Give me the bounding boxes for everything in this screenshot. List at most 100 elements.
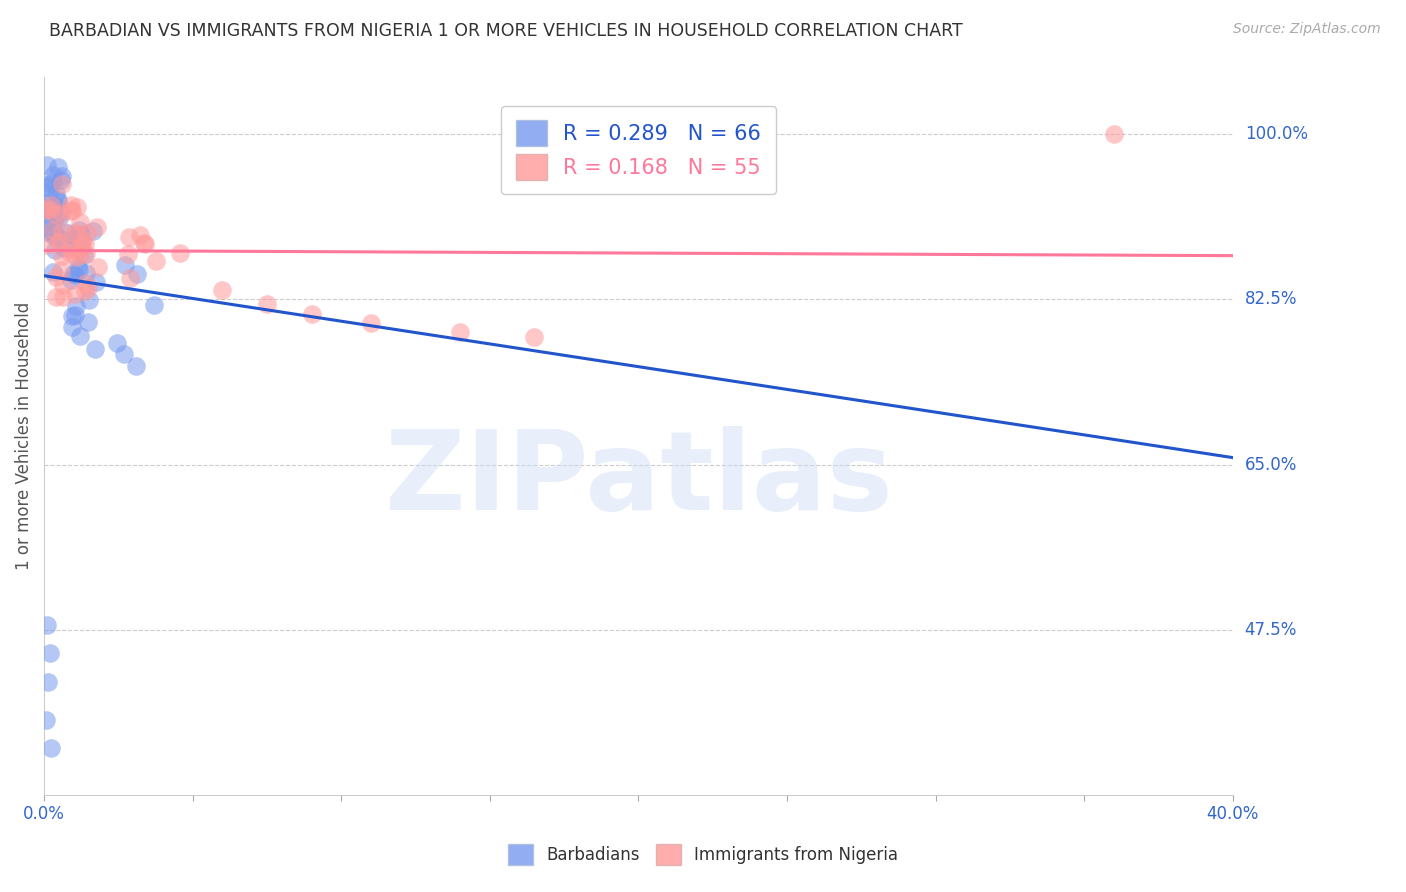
Point — [69, 328, 91, 343]
Point — [73, 248, 96, 262]
Point — [1102, 127, 1125, 141]
Legend: Barbadians, Immigrants from Nigeria: Barbadians, Immigrants from Nigeria — [499, 836, 907, 873]
Point — [75, 266, 97, 280]
Point — [112, 347, 135, 361]
Point — [45, 186, 67, 200]
Point — [46, 235, 69, 249]
Point — [52, 277, 75, 292]
Point — [69, 214, 91, 228]
Point — [169, 245, 191, 260]
Point — [49, 172, 72, 186]
Point — [211, 283, 233, 297]
Point — [42, 169, 65, 183]
Point — [42, 214, 65, 228]
Point — [65, 268, 87, 283]
Point — [44, 229, 66, 244]
Point — [77, 293, 100, 307]
Point — [42, 199, 65, 213]
Point — [44, 207, 66, 221]
Point — [51, 177, 73, 191]
Point — [51, 249, 73, 263]
Point — [35, 158, 58, 172]
Point — [69, 235, 91, 249]
Point — [62, 268, 84, 282]
Point — [60, 198, 83, 212]
Point — [63, 250, 86, 264]
Point — [75, 247, 97, 261]
Point — [42, 225, 65, 239]
Point — [59, 245, 82, 260]
Point — [37, 203, 59, 218]
Point — [39, 647, 62, 661]
Point — [60, 273, 83, 287]
Point — [39, 198, 62, 212]
Point — [118, 229, 141, 244]
Point — [35, 713, 58, 727]
Point — [86, 220, 108, 235]
Text: 65.0%: 65.0% — [1244, 456, 1296, 474]
Point — [301, 306, 323, 320]
Point — [60, 320, 83, 334]
Point — [75, 277, 97, 291]
Point — [51, 169, 73, 183]
Text: 47.5%: 47.5% — [1244, 621, 1296, 639]
Point — [35, 238, 58, 252]
Point — [37, 618, 59, 632]
Point — [42, 223, 65, 237]
Point — [38, 202, 60, 217]
Point — [70, 228, 93, 243]
Point — [39, 740, 62, 755]
Point — [66, 200, 89, 214]
Point — [67, 223, 90, 237]
Point — [118, 270, 141, 285]
Point — [46, 195, 69, 210]
Point — [60, 309, 83, 323]
Point — [105, 335, 128, 350]
Point — [67, 263, 90, 277]
Point — [145, 253, 167, 268]
Point — [46, 160, 69, 174]
Text: 82.5%: 82.5% — [1244, 290, 1298, 309]
Text: ZIPatlas: ZIPatlas — [385, 425, 893, 533]
Point — [45, 228, 67, 243]
Point — [49, 263, 72, 277]
Point — [128, 228, 150, 243]
Legend: R = 0.289   N = 66, R = 0.168   N = 55: R = 0.289 N = 66, R = 0.168 N = 55 — [501, 106, 776, 194]
Point — [449, 326, 471, 340]
Point — [39, 227, 62, 241]
Point — [82, 224, 104, 238]
Point — [35, 201, 58, 215]
Point — [60, 234, 83, 248]
Point — [523, 330, 546, 344]
Point — [65, 308, 87, 322]
Point — [38, 202, 60, 216]
Text: BARBADIAN VS IMMIGRANTS FROM NIGERIA 1 OR MORE VEHICLES IN HOUSEHOLD CORRELATION: BARBADIAN VS IMMIGRANTS FROM NIGERIA 1 O… — [49, 22, 963, 40]
Text: 100.0%: 100.0% — [1244, 125, 1308, 143]
Point — [76, 281, 98, 295]
Point — [72, 239, 94, 253]
Point — [125, 359, 148, 373]
Point — [65, 299, 87, 313]
Point — [45, 269, 67, 284]
Point — [49, 235, 72, 249]
Point — [41, 212, 63, 227]
Point — [35, 196, 58, 211]
Point — [63, 229, 86, 244]
Point — [42, 205, 65, 219]
Point — [45, 290, 67, 304]
Point — [37, 674, 59, 689]
Point — [66, 227, 89, 241]
Point — [72, 234, 94, 248]
Point — [46, 200, 69, 214]
Point — [44, 243, 66, 257]
Point — [86, 260, 108, 275]
Point — [63, 286, 86, 301]
Point — [114, 258, 136, 272]
Point — [86, 276, 108, 290]
Point — [35, 215, 58, 229]
Point — [52, 289, 75, 303]
Point — [256, 297, 278, 311]
Point — [360, 316, 382, 330]
Point — [117, 247, 139, 261]
Point — [127, 267, 149, 281]
